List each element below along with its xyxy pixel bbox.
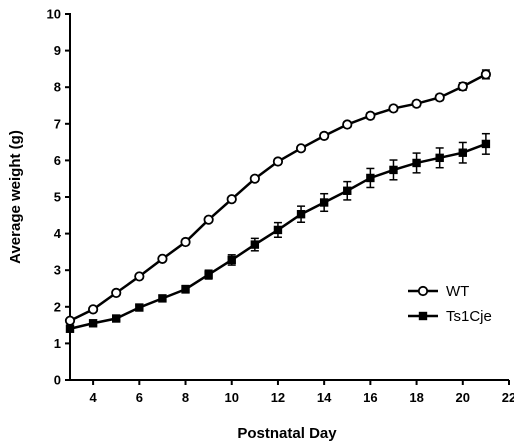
data-point <box>157 253 168 264</box>
data-point <box>181 285 190 294</box>
x-tick-label: 14 <box>317 390 332 405</box>
data-point <box>64 315 76 326</box>
data-point <box>111 287 122 298</box>
y-tick-label: 4 <box>54 226 62 241</box>
x-tick-label: 8 <box>182 390 189 405</box>
y-tick-label: 5 <box>54 190 61 205</box>
data-point <box>435 153 444 163</box>
legend: WT Ts1Cje <box>408 283 492 325</box>
data-point <box>227 255 236 265</box>
y-tick-label: 1 <box>54 336 61 351</box>
data-point <box>134 271 145 282</box>
data-point <box>203 214 214 225</box>
legend-marker <box>417 285 429 297</box>
data-point <box>204 270 213 279</box>
data-point <box>411 98 422 109</box>
data-point <box>295 143 307 154</box>
data-point <box>365 110 376 121</box>
x-tick-label: 12 <box>271 390 285 405</box>
legend-label: WT <box>446 283 469 300</box>
x-tick-label: 20 <box>456 390 470 405</box>
y-tick-label: 10 <box>47 7 61 22</box>
series-layer <box>64 69 491 333</box>
data-point <box>319 198 329 207</box>
data-point <box>272 156 284 167</box>
y-tick-label: 0 <box>54 373 61 388</box>
data-point <box>343 186 352 195</box>
x-tick-label: 22 <box>502 390 514 405</box>
legend-marker <box>418 311 428 321</box>
data-point <box>88 319 98 328</box>
y-tick-label: 9 <box>54 43 61 58</box>
legend-label: Ts1Cje <box>446 308 492 325</box>
data-point <box>250 240 260 249</box>
x-tick-label: 6 <box>136 390 143 405</box>
data-point <box>457 81 468 92</box>
series-wt <box>64 69 491 326</box>
y-tick-label: 6 <box>54 153 61 168</box>
data-point <box>389 165 398 175</box>
data-point <box>458 148 467 157</box>
y-axis-title: Average weight (g) <box>7 130 24 264</box>
data-point <box>342 119 353 130</box>
data-point <box>366 173 375 183</box>
x-tick-label: 4 <box>89 390 97 405</box>
x-tick-label: 16 <box>363 390 377 405</box>
legend-item-wt: WT <box>408 283 469 300</box>
data-point <box>65 324 75 333</box>
data-point <box>112 314 121 323</box>
x-tick-label: 10 <box>225 390 239 405</box>
data-point <box>434 92 445 103</box>
legend-item-ts1cje: Ts1Cje <box>408 308 492 325</box>
y-tick-label: 2 <box>54 299 61 314</box>
data-point <box>249 173 260 184</box>
y-tick-label: 8 <box>54 80 61 95</box>
data-point <box>88 304 99 315</box>
data-point <box>135 303 144 312</box>
data-point <box>481 139 491 149</box>
data-point <box>388 103 399 114</box>
data-point <box>319 130 330 141</box>
data-point <box>226 194 237 205</box>
data-point <box>158 294 167 303</box>
y-tick-label: 3 <box>54 263 61 278</box>
data-point <box>412 158 421 168</box>
x-tick-label: 18 <box>409 390 423 405</box>
data-point <box>180 236 191 248</box>
y-tick-label: 7 <box>54 116 61 131</box>
data-point <box>480 69 491 80</box>
series-line <box>69 73 487 322</box>
x-axis-title: Postnatal Day <box>237 425 337 442</box>
data-point <box>273 225 283 235</box>
series-ts1cje <box>65 132 491 333</box>
data-point <box>296 210 306 219</box>
